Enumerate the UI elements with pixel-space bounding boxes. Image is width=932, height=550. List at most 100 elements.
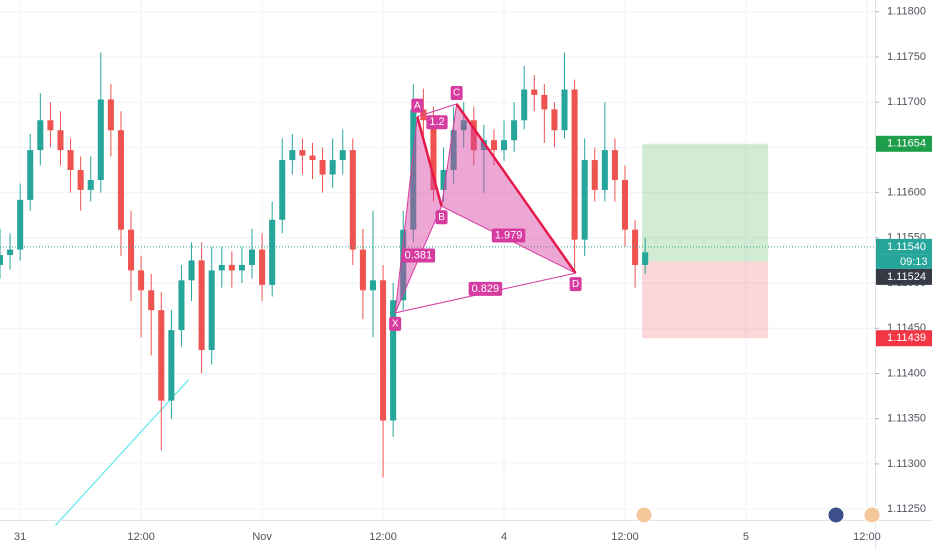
price-tag bbox=[876, 330, 932, 347]
candle-body bbox=[490, 140, 497, 151]
position-profit-zone bbox=[642, 143, 769, 262]
candle-body bbox=[289, 150, 296, 161]
candle-body bbox=[178, 280, 185, 331]
y-tick-label: 1.11700 bbox=[887, 96, 926, 108]
candle-body bbox=[299, 150, 306, 156]
candle-body bbox=[17, 199, 24, 250]
candle-body bbox=[410, 109, 417, 230]
y-tick-label: 1.11350 bbox=[887, 413, 926, 425]
axes: 1.112501.113001.113501.114001.114501.115… bbox=[14, 6, 932, 543]
y-tick-label: 1.11250 bbox=[887, 503, 926, 515]
position-loss-zone bbox=[642, 261, 769, 339]
price-tag bbox=[876, 238, 932, 255]
candle-body bbox=[460, 120, 467, 131]
y-tick-label: 1.11600 bbox=[887, 187, 926, 199]
price-tag-label: 1.11540 bbox=[887, 241, 926, 253]
countdown-bg bbox=[876, 254, 932, 269]
x-tick-label: 12:00 bbox=[127, 531, 155, 543]
candle-body bbox=[67, 150, 74, 171]
candle-body bbox=[561, 89, 568, 131]
ratio-label-bg bbox=[401, 248, 436, 263]
candle-body bbox=[541, 94, 548, 110]
candle-body bbox=[128, 229, 135, 271]
point-label-bg bbox=[450, 86, 463, 100]
pattern-leg bbox=[416, 116, 443, 207]
candle-body bbox=[198, 260, 205, 350]
x-tick-label: 12:00 bbox=[369, 531, 397, 543]
ratio-label: 1.2 bbox=[429, 116, 444, 128]
candle-body bbox=[359, 249, 366, 291]
price-tag-label: 1.11439 bbox=[887, 332, 926, 344]
candle-body bbox=[27, 150, 34, 200]
candle-body bbox=[470, 120, 477, 151]
ratio-label-bg bbox=[468, 281, 503, 296]
candle-body bbox=[319, 160, 326, 175]
candle-body bbox=[450, 130, 457, 171]
x-tick-label: 31 bbox=[14, 531, 26, 543]
candle-body bbox=[228, 264, 235, 271]
candle-body bbox=[632, 229, 639, 265]
y-tick-label: 1.11400 bbox=[887, 367, 926, 379]
ratio-label: 0.829 bbox=[472, 283, 500, 295]
candle-body bbox=[380, 280, 387, 421]
candle-body bbox=[591, 160, 598, 190]
point-label-bg bbox=[569, 277, 582, 292]
pattern-leg bbox=[455, 103, 577, 274]
candle-body bbox=[511, 120, 518, 141]
x-tick-label: 12:00 bbox=[611, 531, 639, 543]
x-tick-label: 5 bbox=[743, 531, 749, 543]
candle-body bbox=[77, 170, 84, 190]
pattern-guide bbox=[417, 103, 457, 118]
candle-body bbox=[97, 99, 104, 180]
candle-body bbox=[37, 120, 44, 151]
x-tick-label: Nov bbox=[252, 531, 272, 543]
candle-body bbox=[480, 140, 487, 151]
price-tag bbox=[876, 135, 932, 152]
candle-body bbox=[309, 155, 316, 161]
candle-body bbox=[430, 120, 437, 190]
candle-body bbox=[269, 219, 276, 285]
point-label-bg bbox=[435, 210, 448, 225]
candle-body bbox=[87, 179, 94, 190]
candle-body bbox=[138, 270, 145, 291]
candle-body bbox=[158, 310, 165, 401]
candle-body bbox=[148, 290, 155, 311]
candle-body bbox=[400, 229, 407, 301]
candle-body bbox=[0, 255, 4, 265]
candle-body bbox=[47, 120, 54, 131]
candle-body bbox=[571, 89, 578, 240]
candle-body bbox=[7, 249, 14, 256]
candle-body bbox=[601, 150, 608, 190]
y-tick-label: 1.11300 bbox=[887, 458, 926, 470]
candle-body bbox=[339, 150, 346, 161]
candle-body bbox=[501, 140, 508, 151]
candle-body bbox=[531, 89, 538, 95]
candle-body bbox=[168, 330, 175, 401]
candle-body bbox=[279, 160, 286, 220]
point-label: X bbox=[392, 319, 399, 330]
event-icon[interactable] bbox=[827, 506, 845, 524]
point-label: D bbox=[572, 279, 579, 290]
y-tick-label: 1.11750 bbox=[887, 51, 926, 63]
candle-body bbox=[57, 130, 64, 151]
event-icon[interactable] bbox=[863, 506, 881, 524]
x-tick-label: 4 bbox=[501, 531, 507, 543]
candle-body bbox=[208, 270, 215, 350]
candle-body bbox=[238, 264, 245, 271]
event-icon[interactable] bbox=[635, 506, 653, 524]
candle-body bbox=[218, 264, 225, 271]
candle-body bbox=[521, 89, 528, 121]
candle-body bbox=[621, 179, 629, 230]
point-label: B bbox=[438, 212, 445, 223]
candle-body bbox=[551, 109, 558, 131]
countdown: 09:13 bbox=[900, 256, 928, 268]
point-label: C bbox=[453, 88, 460, 99]
point-label-bg bbox=[411, 98, 424, 113]
ratio-label: 0.381 bbox=[405, 249, 433, 261]
candle-body bbox=[259, 249, 266, 285]
candle-body bbox=[248, 249, 256, 265]
candle-body bbox=[611, 150, 618, 180]
candle-body bbox=[107, 99, 114, 131]
